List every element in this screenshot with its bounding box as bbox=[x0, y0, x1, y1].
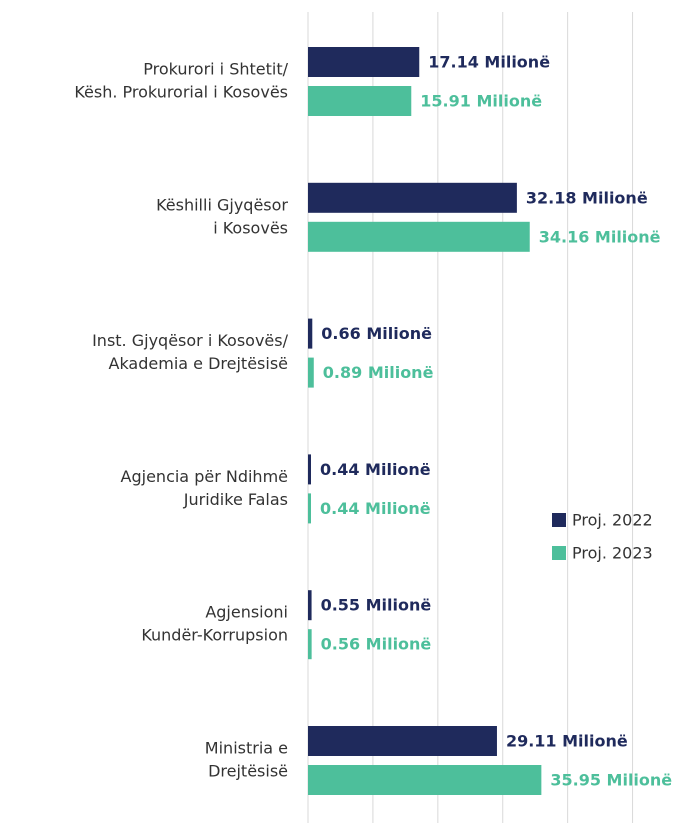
category-label: Agjensioni bbox=[205, 603, 288, 622]
bar bbox=[308, 221, 530, 252]
bar bbox=[308, 454, 311, 485]
value-label: 34.16 Milionë bbox=[539, 227, 661, 246]
category-label: Inst. Gjyqësor i Kosovës/ bbox=[92, 331, 289, 350]
bar bbox=[308, 726, 497, 756]
category-label: Drejtësisë bbox=[208, 762, 288, 781]
value-label: 29.11 Milionë bbox=[506, 732, 628, 751]
bar bbox=[308, 47, 420, 77]
category-label: i Kosovës bbox=[213, 218, 288, 237]
legend-label: Proj. 2023 bbox=[572, 544, 653, 563]
bar bbox=[308, 182, 517, 213]
legend-label: Proj. 2022 bbox=[572, 511, 653, 530]
value-label: 0.89 Milionë bbox=[323, 363, 434, 382]
category-label: Akademia e Drejtësisë bbox=[109, 354, 289, 373]
bar bbox=[308, 590, 312, 621]
legend-swatch bbox=[552, 513, 566, 527]
bar bbox=[308, 765, 542, 795]
value-label: 17.14 Milionë bbox=[428, 53, 550, 72]
value-label: 0.66 Milionë bbox=[321, 324, 432, 343]
bar bbox=[308, 357, 314, 388]
category-label: Kësh. Prokurorial i Kosovës bbox=[74, 83, 288, 102]
category-label: Kundër-Korrupsion bbox=[141, 626, 288, 645]
category-label: Këshilli Gjyqësor bbox=[156, 195, 288, 214]
bar bbox=[308, 318, 313, 349]
value-label: 32.18 Milionë bbox=[526, 188, 648, 207]
bar bbox=[308, 86, 412, 116]
value-label: 0.44 Milionë bbox=[320, 499, 431, 518]
value-label: 15.91 Milionë bbox=[420, 92, 542, 111]
category-label: Juridike Falas bbox=[183, 490, 288, 509]
value-label: 0.55 Milionë bbox=[321, 596, 432, 615]
legend-swatch bbox=[552, 546, 566, 560]
bar bbox=[308, 629, 312, 660]
value-label: 0.44 Milionë bbox=[320, 460, 431, 479]
category-label: Prokurori i Shtetit/ bbox=[143, 60, 288, 79]
category-label: Agjencia për Ndihmë bbox=[121, 467, 288, 486]
value-label: 35.95 Milionë bbox=[550, 771, 672, 790]
bar bbox=[308, 493, 311, 524]
category-label: Ministria e bbox=[205, 739, 288, 758]
value-label: 0.56 Milionë bbox=[321, 635, 432, 654]
